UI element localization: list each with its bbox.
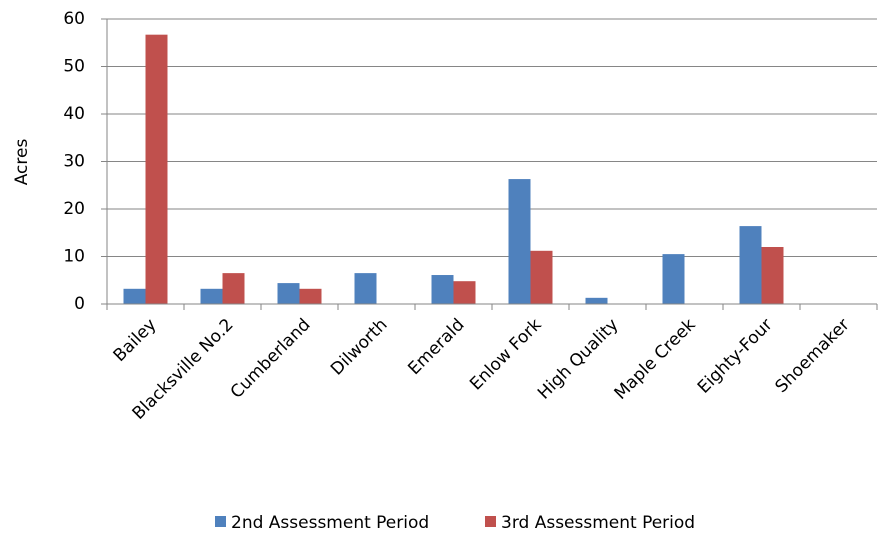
bar bbox=[662, 254, 685, 304]
bar bbox=[453, 281, 476, 304]
bar bbox=[299, 288, 322, 304]
y-tick-label: 10 bbox=[63, 247, 85, 267]
bar bbox=[431, 275, 454, 304]
bar bbox=[739, 226, 762, 304]
x-tick-label: Dilworth bbox=[327, 315, 392, 380]
y-tick-label: 0 bbox=[74, 294, 85, 314]
bar bbox=[200, 288, 223, 304]
x-tick-label: High Quality bbox=[534, 315, 623, 404]
y-tick-label: 20 bbox=[63, 199, 85, 219]
x-tick-label: Cumberland bbox=[227, 315, 315, 403]
y-tick-label: 40 bbox=[63, 104, 85, 124]
x-tick-label: Emerald bbox=[404, 315, 468, 379]
x-tick-label: Shoemaker bbox=[771, 315, 853, 397]
bar bbox=[222, 273, 245, 304]
x-tick-label: Eighty-Four bbox=[694, 315, 777, 398]
legend-swatch bbox=[215, 516, 226, 527]
legend-label: 2nd Assessment Period bbox=[231, 513, 429, 533]
bar bbox=[508, 179, 531, 304]
bar bbox=[123, 288, 146, 304]
bar bbox=[277, 283, 300, 304]
bar bbox=[585, 297, 608, 304]
legend-label: 3rd Assessment Period bbox=[501, 513, 695, 533]
x-tick-label: Maple Creek bbox=[611, 315, 700, 404]
x-tick-label: Bailey bbox=[110, 315, 161, 366]
y-tick-label: 60 bbox=[63, 9, 85, 29]
y-tick-label: 30 bbox=[63, 152, 85, 172]
y-tick-label: 50 bbox=[63, 57, 85, 77]
x-tick-label: Enlow Fork bbox=[466, 315, 546, 395]
legend-swatch bbox=[485, 516, 496, 527]
bar bbox=[761, 247, 784, 304]
bar bbox=[145, 34, 168, 305]
bar bbox=[530, 250, 553, 304]
y-axis-label: Acres bbox=[12, 139, 32, 186]
bar bbox=[354, 273, 377, 304]
